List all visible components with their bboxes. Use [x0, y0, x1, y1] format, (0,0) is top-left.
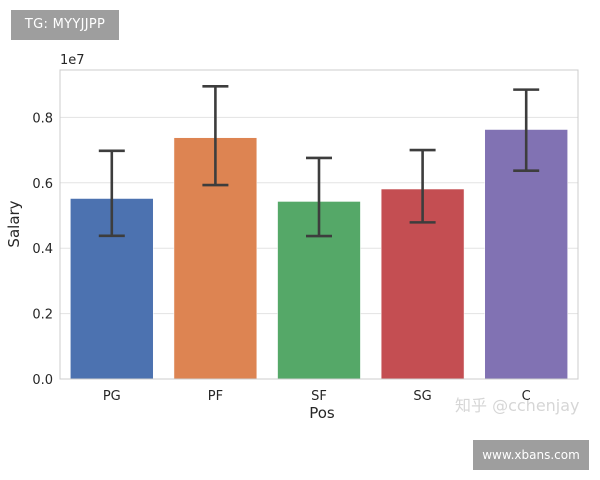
- error-bar-c: [513, 88, 540, 173]
- x-tick-label-sf: SF: [311, 389, 327, 404]
- y-tick-label: 0.8: [32, 111, 53, 126]
- error-bar-sf: [306, 156, 332, 238]
- error-bar-pg: [98, 149, 125, 238]
- y-tick-label: 0.2: [32, 308, 53, 323]
- error-bars: [98, 85, 540, 238]
- error-bar-sg: [409, 148, 436, 224]
- x-tick-label-pf: PF: [208, 389, 223, 404]
- watermark-text: 知乎 @cchenjay: [455, 396, 580, 415]
- y-offset-label: 1e7: [60, 53, 85, 68]
- x-tick-labels: PG PF SF SG C: [103, 389, 531, 404]
- y-tick-label: 0.6: [32, 177, 53, 192]
- x-tick-label-pg: PG: [103, 389, 121, 404]
- plot-area-border: [59, 69, 579, 380]
- x-tick-label-c: C: [522, 389, 531, 404]
- x-axis-title: Pos: [309, 404, 335, 422]
- y-tick-label: 0.4: [32, 242, 53, 257]
- top-left-badge: TG: MYYJJPP: [11, 10, 119, 40]
- error-bar-pf: [202, 85, 229, 187]
- x-tick-label-sg: SG: [413, 389, 431, 404]
- y-tick-label: 0.0: [32, 373, 53, 388]
- bottom-right-badge: www.xbans.com: [473, 440, 589, 470]
- y-tick-labels: 0.0 0.2 0.4 0.6 0.8: [32, 111, 53, 388]
- y-axis-title: Salary: [5, 200, 23, 247]
